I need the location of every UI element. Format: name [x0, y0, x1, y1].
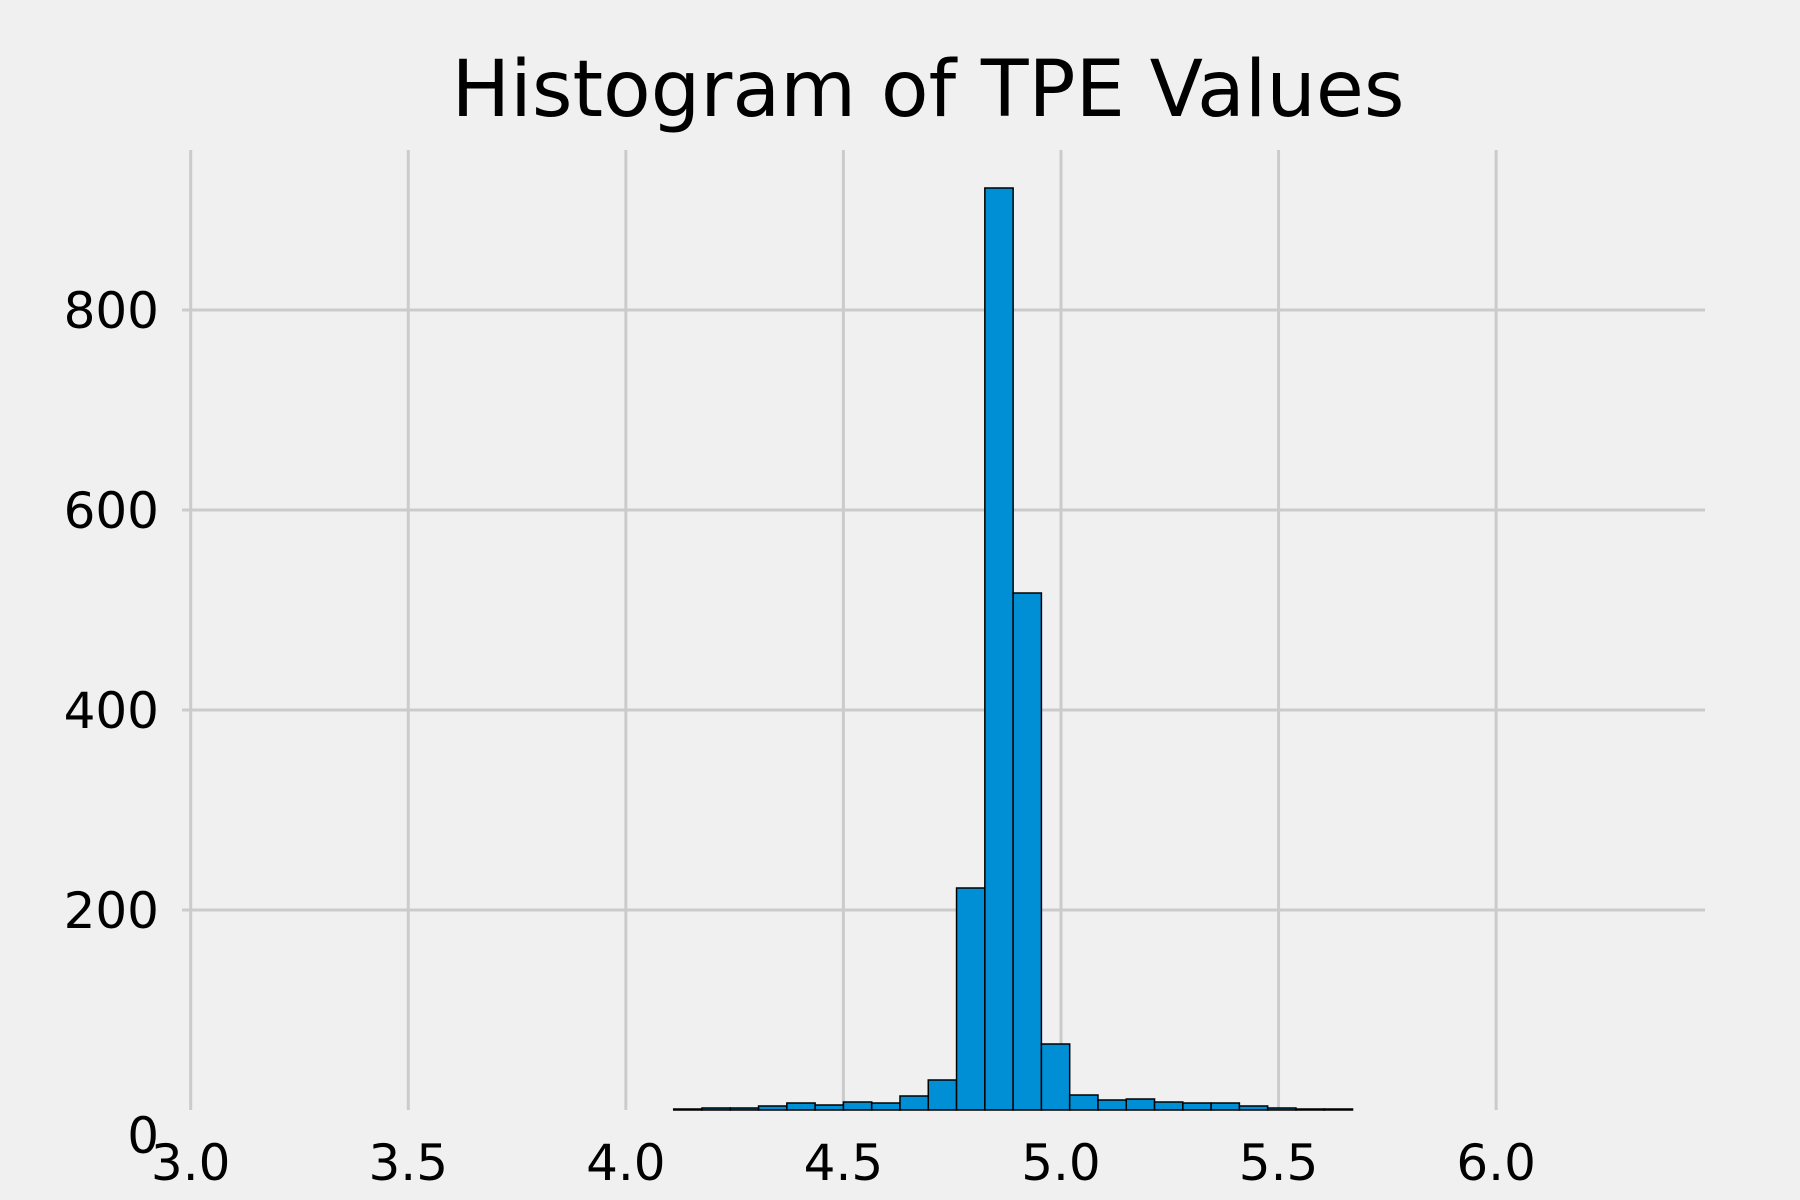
histogram-bar — [1295, 1108, 1325, 1111]
histogram-bar — [984, 187, 1014, 1111]
histogram-bar — [1238, 1105, 1269, 1111]
grid-layer — [182, 150, 1705, 1110]
histogram-bar — [814, 1104, 845, 1111]
x-tick-label: 3.5 — [369, 1134, 449, 1192]
histogram-bar — [672, 1108, 703, 1111]
histogram-bar — [1153, 1101, 1184, 1111]
x-tick-label: 4.0 — [586, 1134, 666, 1192]
histogram-bar — [729, 1107, 760, 1111]
histogram-bar — [1210, 1102, 1241, 1111]
y-tick-label: 400 — [64, 682, 159, 740]
histogram-bar — [955, 887, 986, 1111]
histogram-bar — [1266, 1107, 1297, 1111]
x-tick-label: 6.0 — [1456, 1134, 1536, 1192]
y-tick-label: 600 — [64, 482, 159, 540]
labels-layer: 3.0 3.5 4.0 4.5 5.0 5.5 6.0 0 200 400 600 800 — [64, 282, 1536, 1192]
histogram-bar — [927, 1079, 958, 1111]
x-tick-label: 4.5 — [804, 1134, 884, 1192]
histogram-bar — [870, 1102, 901, 1111]
histogram-bar — [1012, 592, 1043, 1111]
x-tick-label: 3.0 — [151, 1134, 231, 1192]
histogram-bar — [757, 1105, 788, 1111]
y-tick-label: 800 — [64, 282, 159, 340]
histogram-bar — [786, 1102, 816, 1111]
histogram-bar — [842, 1101, 873, 1111]
histogram-bar — [701, 1107, 732, 1111]
histogram-bar — [1097, 1099, 1128, 1111]
histogram-bar — [1182, 1102, 1212, 1111]
y-tick-label: 0 — [127, 1107, 159, 1165]
histogram-bar — [1040, 1043, 1071, 1111]
histogram-bar — [899, 1095, 930, 1111]
bars-layer — [672, 187, 1354, 1111]
chart-title: Histogram of TPE Values — [452, 45, 1405, 135]
histogram-bar — [1125, 1098, 1156, 1111]
x-tick-label: 5.5 — [1239, 1134, 1319, 1192]
x-tick-label: 5.0 — [1021, 1134, 1101, 1192]
histogram-bar — [1068, 1094, 1099, 1111]
histogram-bar — [1323, 1108, 1354, 1111]
y-tick-label: 200 — [64, 882, 159, 940]
